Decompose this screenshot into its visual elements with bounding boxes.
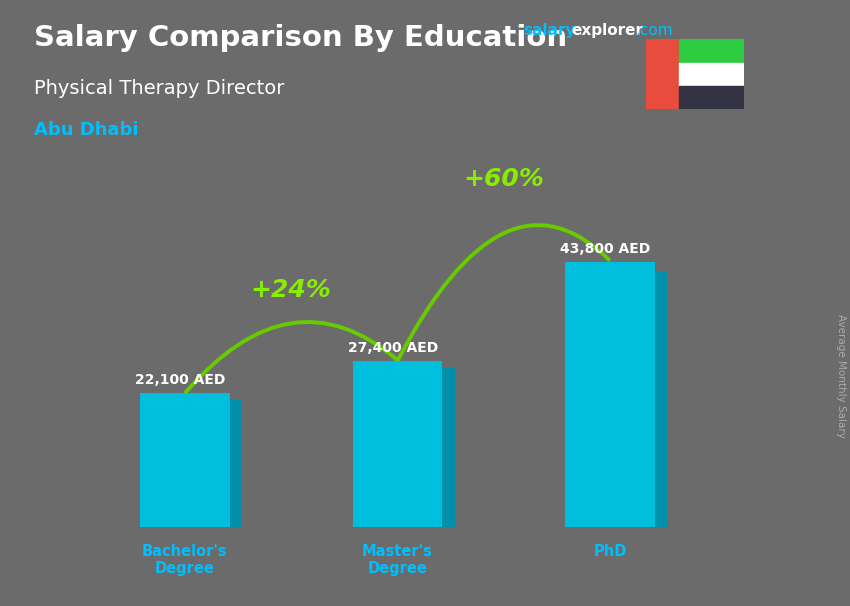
Bar bbox=[678, 85, 744, 109]
Text: +24%: +24% bbox=[251, 278, 332, 302]
Text: 27,400 AED: 27,400 AED bbox=[348, 341, 439, 355]
Text: Salary Comparison By Education: Salary Comparison By Education bbox=[34, 24, 567, 52]
Text: .com: .com bbox=[635, 23, 672, 38]
Text: Abu Dhabi: Abu Dhabi bbox=[34, 121, 139, 139]
Bar bbox=[140, 393, 230, 527]
Polygon shape bbox=[654, 273, 667, 527]
Text: Average Monthly Salary: Average Monthly Salary bbox=[836, 314, 846, 438]
Polygon shape bbox=[442, 368, 455, 527]
Text: +60%: +60% bbox=[463, 167, 544, 191]
Text: explorer: explorer bbox=[571, 23, 643, 38]
Bar bbox=[678, 63, 744, 85]
Text: 22,100 AED: 22,100 AED bbox=[135, 373, 226, 387]
Polygon shape bbox=[230, 399, 242, 527]
Text: 43,800 AED: 43,800 AED bbox=[560, 242, 651, 256]
Bar bbox=[646, 39, 678, 109]
Text: Physical Therapy Director: Physical Therapy Director bbox=[34, 79, 285, 98]
Bar bbox=[678, 39, 744, 63]
Text: salary: salary bbox=[523, 23, 575, 38]
Bar bbox=[565, 262, 654, 527]
Bar bbox=[353, 361, 442, 527]
